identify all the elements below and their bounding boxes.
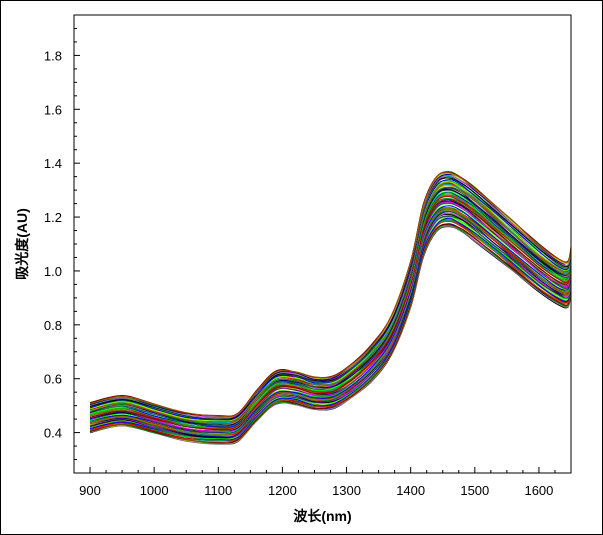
spectrum-line	[89, 172, 572, 418]
spectrum-line	[89, 217, 572, 441]
x-axis: 900 1000 1100 1200 1300 1400 1500 1600	[79, 467, 572, 498]
spectrum-line	[89, 181, 572, 422]
x-tick-label: 1300	[332, 483, 361, 498]
x-tick-label: 1200	[268, 483, 297, 498]
spectrum-line	[89, 220, 572, 443]
y-axis: 0.4 0.6 0.8 1.0 1.2 1.4 1.6 1.8	[44, 27, 80, 461]
x-tick-label: 1000	[140, 483, 169, 498]
spectrum-line	[89, 183, 572, 424]
y-tick-label: 0.8	[44, 318, 62, 333]
x-tick-label: 1400	[396, 483, 425, 498]
y-tick-label: 0.6	[44, 372, 62, 387]
y-tick-label: 1.6	[44, 102, 62, 117]
y-tick-label: 0.4	[44, 426, 62, 441]
spectrum-line	[89, 177, 572, 420]
y-tick-label: 1.4	[44, 156, 62, 171]
x-tick-label: 1500	[460, 483, 489, 498]
spectrum-line	[89, 198, 572, 431]
y-tick-label: 1.0	[44, 264, 62, 279]
y-axis-title: 吸光度(AU)	[14, 208, 30, 280]
series-layer	[89, 170, 572, 445]
spectrum-line	[89, 187, 572, 426]
y-tick-label: 1.2	[44, 210, 62, 225]
spectrum-line	[89, 225, 572, 445]
spectrum-line	[89, 201, 572, 433]
x-axis-title: 波长(nm)	[293, 508, 351, 524]
spectrum-line	[89, 224, 572, 444]
x-tick-label: 1100	[204, 483, 232, 498]
x-tick-label: 900	[79, 483, 101, 498]
y-tick-label: 1.8	[44, 48, 62, 63]
x-tick-label: 1600	[524, 483, 553, 498]
